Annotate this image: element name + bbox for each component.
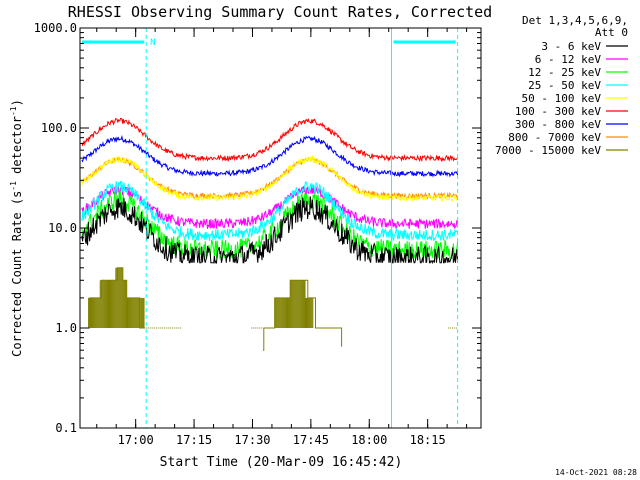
y-tick-label: 0.1 (55, 421, 77, 435)
series-line (81, 117, 459, 163)
night-flag: N (150, 38, 155, 48)
x-tick-label: 17:30 (234, 433, 270, 447)
footer-date: 14-Oct-2021 08:28 (555, 468, 637, 477)
legend-label: 300 - 800 keV (515, 118, 601, 131)
y-axis-label-mid: detector (10, 116, 24, 181)
y-axis-label-end: ) (10, 99, 24, 106)
series-line (81, 180, 458, 243)
legend-label: 12 - 25 keV (528, 66, 601, 79)
series-layer (81, 117, 459, 351)
x-tick-label: 17:00 (118, 433, 154, 447)
legend-label: 7000 - 15000 keV (495, 144, 601, 157)
legend-label: 100 - 300 keV (515, 105, 601, 118)
series-line (81, 196, 459, 265)
x-tick-label: 17:15 (176, 433, 212, 447)
x-tick-label: 18:15 (410, 433, 446, 447)
y-axis-label: Corrected Count Rate (s-1 detector-1) (9, 99, 24, 357)
series-line (81, 191, 459, 260)
chart-title: RHESSI Observing Summary Count Rates, Co… (68, 3, 492, 21)
legend-header: Att 0 (595, 26, 628, 39)
y-tick-label: 100.0 (41, 121, 77, 135)
y-tick-label: 1.0 (55, 321, 77, 335)
series-line (81, 134, 459, 178)
y-tick-label: 1000.0 (34, 21, 77, 35)
legend-label: 800 - 7000 keV (508, 131, 601, 144)
series-line (81, 155, 459, 202)
legend-label: 6 - 12 keV (535, 53, 602, 66)
legend-label: 50 - 100 keV (522, 92, 602, 105)
legend-header: Det 1,3,4,5,6,9, (522, 14, 628, 27)
axes-layer: 0.1 1.0 10.0 100.0 1000.0 17:00 17:15 17:30 17:4… (34, 21, 481, 447)
x-tick-label: 18:00 (351, 433, 387, 447)
y-axis-label-sup1: -1 (9, 181, 18, 191)
x-tick-label: 17:45 (293, 433, 329, 447)
legend-label: 25 - 50 keV (528, 79, 601, 92)
y-axis-label-main: Corrected Count Rate (s (10, 191, 24, 357)
legend-label: 3 - 6 keV (541, 40, 601, 53)
y-axis-label-sup2: -1 (9, 106, 18, 116)
y-tick-label: 10.0 (48, 221, 77, 235)
x-axis-label: Start Time (20-Mar-09 16:45:42) (160, 455, 403, 470)
